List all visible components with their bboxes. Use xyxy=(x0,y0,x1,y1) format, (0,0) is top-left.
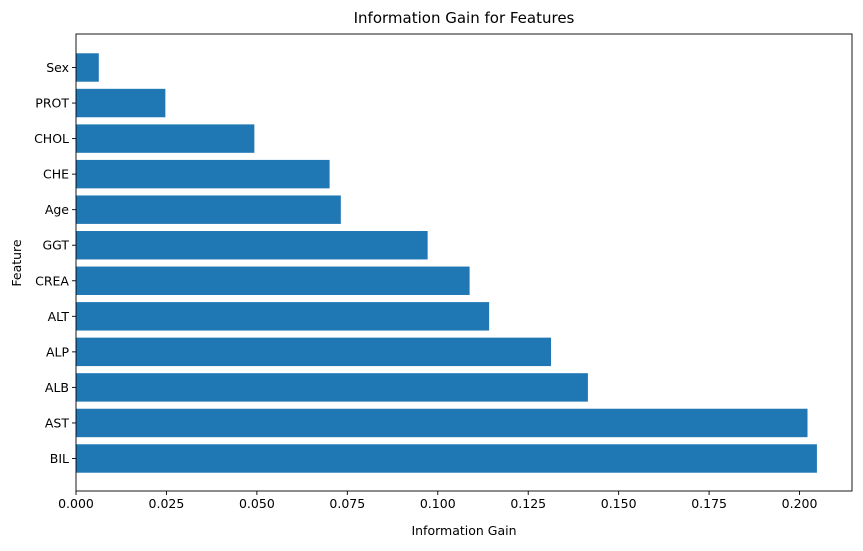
x-axis-label: Information Gain xyxy=(411,523,516,538)
y-tick-label: ALP xyxy=(46,344,70,359)
bar-ggt xyxy=(76,231,428,260)
bars-layer xyxy=(76,53,817,473)
y-axis-ticks: BIL AST ALB ALP ALT CREA GGT Age CHE CHOL PROT Sex xyxy=(34,60,76,466)
y-tick-label: GGT xyxy=(42,238,69,253)
bar-age xyxy=(76,195,341,224)
y-tick-label: Age xyxy=(45,202,69,217)
y-tick-label: ALT xyxy=(48,309,70,324)
chart-title: Information Gain for Features xyxy=(354,9,575,27)
bar-che xyxy=(76,159,330,189)
plot-frame xyxy=(75,33,853,492)
y-tick-label: BIL xyxy=(50,451,69,466)
bar-prot xyxy=(76,88,166,118)
x-tick-label: 0.125 xyxy=(510,496,546,511)
y-tick-label: CHOL xyxy=(34,131,69,146)
bar-sex xyxy=(76,53,99,82)
bar-alb xyxy=(76,373,588,402)
x-tick-label: 0.200 xyxy=(782,496,818,511)
x-tick-label: 0.000 xyxy=(58,496,94,511)
x-tick-label: 0.075 xyxy=(329,496,365,511)
bar-bil xyxy=(76,444,817,473)
y-axis-label: Feature xyxy=(9,239,24,287)
x-tick-label: 0.050 xyxy=(239,496,275,511)
bar-crea xyxy=(76,266,470,295)
x-tick-label: 0.100 xyxy=(420,496,456,511)
x-axis-ticks: 0.000 0.025 0.050 0.075 0.100 0.125 0.150 0.175… xyxy=(58,491,817,511)
x-tick-label: 0.150 xyxy=(601,496,637,511)
bar-chol xyxy=(76,124,255,153)
y-tick-label: CREA xyxy=(35,273,69,288)
bar-alp xyxy=(76,337,552,367)
y-tick-label: ALB xyxy=(45,380,69,395)
y-tick-label: PROT xyxy=(35,96,69,111)
bar-ast xyxy=(76,408,808,438)
x-tick-label: 0.175 xyxy=(691,496,727,511)
y-tick-label: Sex xyxy=(46,60,69,75)
bar-alt xyxy=(76,302,490,331)
y-tick-label: AST xyxy=(45,415,69,430)
x-tick-label: 0.025 xyxy=(149,496,185,511)
y-tick-label: CHE xyxy=(43,167,69,182)
